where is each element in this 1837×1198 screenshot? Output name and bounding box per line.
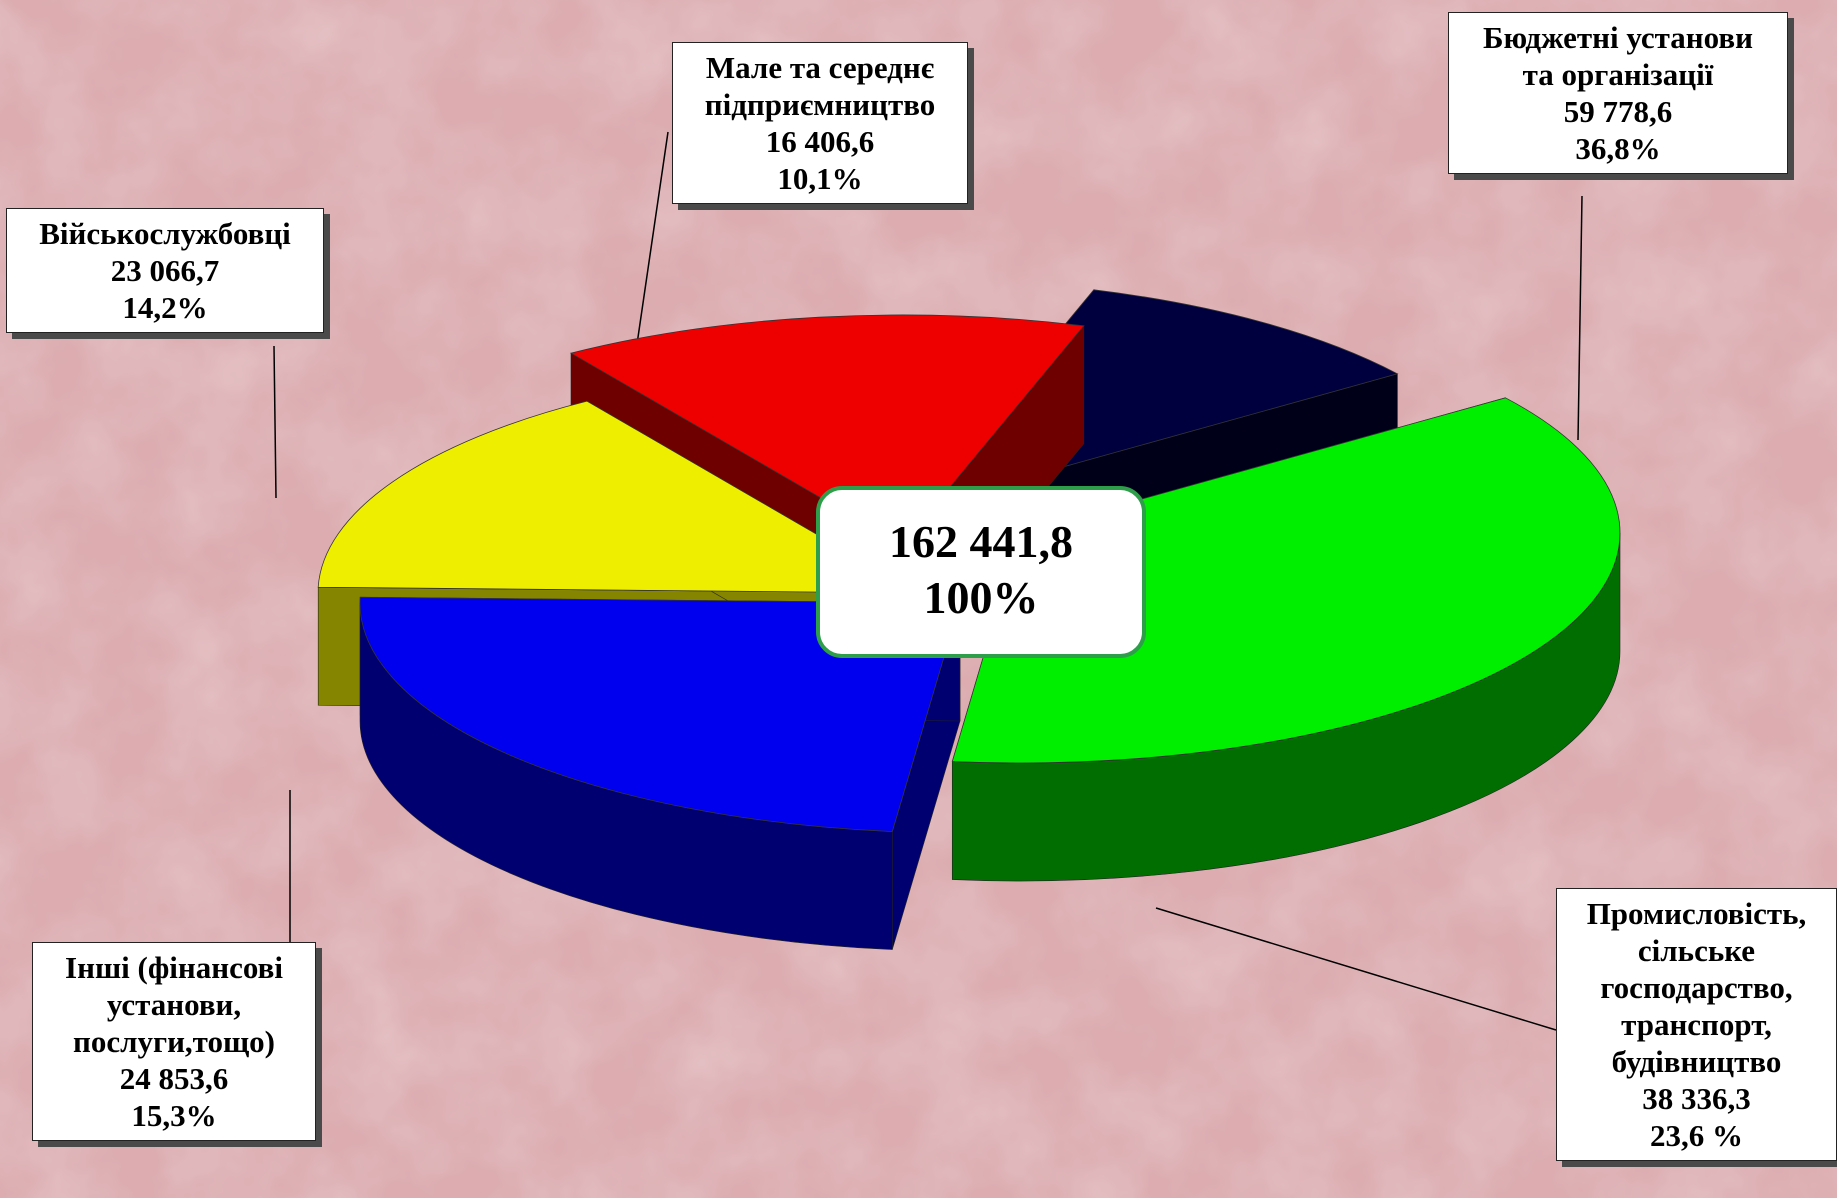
label-military: Військослужбовці 23 066,7 14,2% — [6, 208, 324, 333]
label-sme-name-line: Мале та середнє — [705, 50, 935, 85]
slice-military-top — [569, 314, 1085, 546]
slice-industry — [359, 596, 961, 950]
label-other-name-line: послуги,тощо) — [72, 1024, 275, 1059]
label-other-value: 24 853,6 — [119, 1061, 229, 1096]
label-industry-value: 38 336,3 — [1642, 1081, 1751, 1116]
label-sme: Мале та середнє підприємництво 16 406,6 10,… — [672, 42, 968, 204]
label-sme-percent: 10,1% — [777, 161, 863, 196]
slice-other-top — [317, 400, 920, 594]
leader-line-budget — [1577, 195, 1583, 441]
label-budget-name-line: Бюджетні установи — [1483, 20, 1753, 55]
slice-budget — [951, 397, 1621, 882]
label-industry-percent: 23,6 % — [1650, 1118, 1743, 1153]
label-industry-name-line: будівництво — [1611, 1044, 1782, 1079]
total-label: 162 441,8 100% — [816, 486, 1146, 658]
total-percent: 100% — [923, 572, 1039, 623]
label-industry-name-line: сільське — [1637, 933, 1756, 968]
label-sme-value: 16 406,6 — [765, 124, 875, 159]
label-budget-value: 59 778,6 — [1563, 94, 1673, 129]
label-budget-name-line: та організації — [1522, 57, 1714, 92]
label-other-name-line: установи, — [106, 987, 242, 1022]
label-other: Інші (фінансові установи, послуги,тощо) 24 … — [32, 942, 316, 1141]
total-value: 162 441,8 — [889, 516, 1073, 567]
label-industry: Промисловість, сільське господарство, транс… — [1556, 888, 1837, 1161]
label-industry-name-line: Промисловість, — [1586, 896, 1807, 931]
label-budget: Бюджетні установи та організації 59 778,6 3… — [1448, 12, 1788, 174]
label-military-percent: 14,2% — [122, 290, 208, 325]
label-military-name-line: Військослужбовці — [39, 216, 291, 251]
label-sme-name-line: підприємництво — [704, 87, 936, 122]
label-military-value: 23 066,7 — [110, 253, 220, 288]
slice-industry-top — [359, 596, 961, 832]
label-other-name-line: Інші (фінансові — [65, 950, 283, 985]
leader-line-military — [273, 345, 277, 499]
label-other-percent: 15,3% — [131, 1098, 217, 1133]
slice-budget-top — [951, 397, 1621, 764]
label-industry-name-line: господарство, — [1600, 970, 1793, 1005]
pie-slices — [317, 288, 1621, 950]
leader-line-industry — [1155, 907, 1557, 1031]
label-budget-percent: 36,8% — [1575, 131, 1661, 166]
label-industry-name-line: транспорт, — [1621, 1007, 1772, 1042]
